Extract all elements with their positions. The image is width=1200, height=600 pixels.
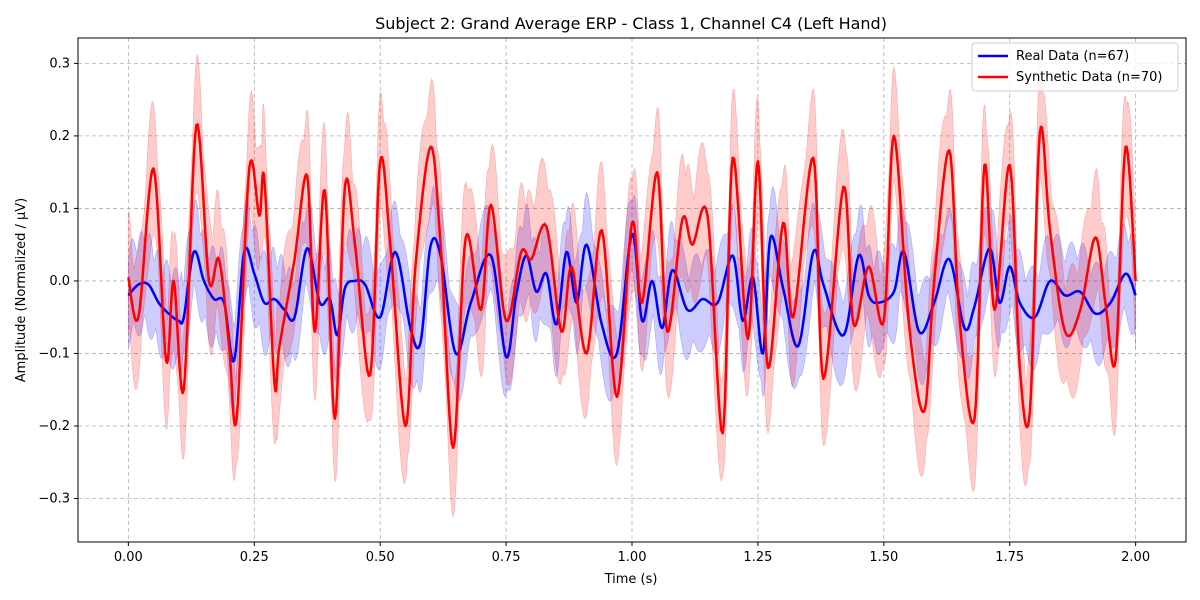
tick-layer: 0.00 0.25 0.50 0.75 1.00 1.25 1.50 1.75 2.00 −0.3…	[38, 56, 1150, 565]
x-axis-label: Time (s)	[604, 572, 658, 587]
x-tick-label: 0.75	[492, 550, 521, 565]
y-axis-label: Amplitude (Normalized / μV)	[14, 198, 29, 382]
y-tick-label: 0.0	[49, 274, 70, 289]
chart-title: Subject 2: Grand Average ERP - Class 1, …	[375, 14, 887, 33]
grid-layer	[78, 38, 1186, 542]
series-line-0	[127, 232, 1137, 363]
legend: Real Data (n=67) Synthetic Data (n=70)	[971, 42, 1179, 92]
y-tick-label: −0.1	[38, 346, 70, 361]
x-tick-label: 0.00	[114, 550, 143, 565]
y-tick-label: 0.3	[49, 56, 70, 71]
y-tick-label: 0.1	[49, 201, 70, 216]
x-tick-label: 1.75	[995, 550, 1024, 565]
series-band-0	[128, 185, 1136, 414]
legend-box	[971, 42, 1179, 92]
x-tick-label: 1.00	[618, 550, 647, 565]
legend-label-real: Real Data (n=67)	[1016, 49, 1129, 64]
line-layer	[127, 123, 1137, 449]
y-tick-label: −0.2	[38, 419, 70, 434]
x-tick-label: 1.25	[743, 550, 772, 565]
y-tick-label: −0.3	[38, 491, 70, 506]
x-tick-label: 0.25	[240, 550, 269, 565]
y-tick-label: 0.2	[49, 129, 70, 144]
x-tick-label: 1.50	[869, 550, 898, 565]
x-tick-label: 2.00	[1121, 550, 1150, 565]
series-line-1	[127, 123, 1137, 449]
legend-label-synthetic: Synthetic Data (n=70)	[1016, 70, 1163, 85]
x-tick-label: 0.50	[366, 550, 395, 565]
